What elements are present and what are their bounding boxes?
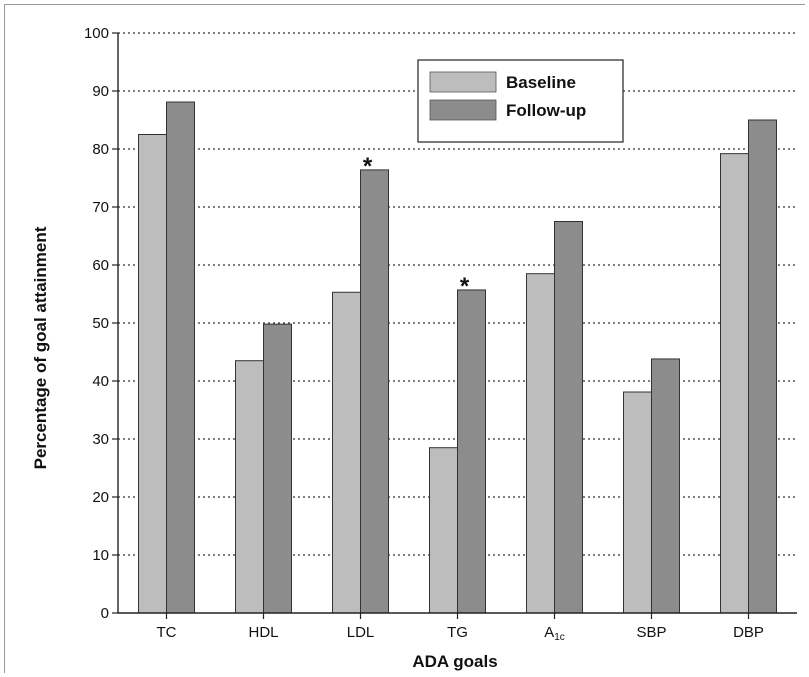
x-tick-label: A1c <box>544 624 565 643</box>
y-tick-label: 0 <box>101 605 109 622</box>
y-tick-label: 80 <box>92 141 109 158</box>
y-tick-label: 10 <box>92 547 109 564</box>
bar-follow-up-ldl <box>360 169 389 614</box>
bar-follow-up-dbp <box>748 119 777 614</box>
annotations: ** <box>363 153 470 300</box>
bar-baseline-sbp <box>623 391 652 614</box>
bars <box>138 101 777 614</box>
y-tick-label: 90 <box>92 83 109 100</box>
y-tick-label: 70 <box>92 199 109 216</box>
axes <box>112 32 797 619</box>
bar-baseline-a1c <box>526 273 555 614</box>
bar-baseline-tc <box>138 134 167 614</box>
bar-follow-up-sbp <box>651 358 680 614</box>
y-tick-label: 60 <box>92 257 109 274</box>
bar-baseline-tg <box>429 447 458 614</box>
y-tick-label: 100 <box>84 25 109 42</box>
bar-follow-up-tc <box>166 101 195 614</box>
y-tick-label: 20 <box>92 489 109 506</box>
x-tick-label: LDL <box>347 624 375 641</box>
legend-swatch <box>429 71 497 93</box>
x-tick-label: TG <box>447 624 468 641</box>
x-tick-label: DBP <box>733 624 764 641</box>
bar-follow-up-hdl <box>263 323 292 614</box>
y-tick-label: 40 <box>92 373 109 390</box>
x-tick-label: HDL <box>248 624 278 641</box>
legend-label: Follow-up <box>506 101 586 120</box>
x-tick-label: TC <box>157 624 177 641</box>
chart-frame <box>4 4 805 673</box>
bar-follow-up-a1c <box>554 221 583 614</box>
y-tick-label: 50 <box>92 315 109 332</box>
significance-marker: * <box>460 273 470 300</box>
bar-baseline-dbp <box>720 153 749 614</box>
significance-marker: * <box>363 153 373 180</box>
x-axis-title: ADA goals <box>412 652 497 671</box>
gridlines <box>118 32 797 556</box>
x-tick-label: SBP <box>636 624 666 641</box>
tick-labels: 0 10 20 30 40 50 60 70 80 90 100 TC HDL LDL TG A1c SBP DB… <box>84 25 764 643</box>
y-tick-label: 30 <box>92 431 109 448</box>
legend-label: Baseline <box>506 73 576 92</box>
legend-swatch <box>429 99 497 121</box>
legend: Baseline Follow-up <box>417 59 624 143</box>
y-axis-title: Percentage of goal attainment <box>31 226 50 469</box>
bar-baseline-hdl <box>235 360 264 614</box>
bar-follow-up-tg <box>457 289 486 614</box>
bar-baseline-ldl <box>332 291 361 614</box>
